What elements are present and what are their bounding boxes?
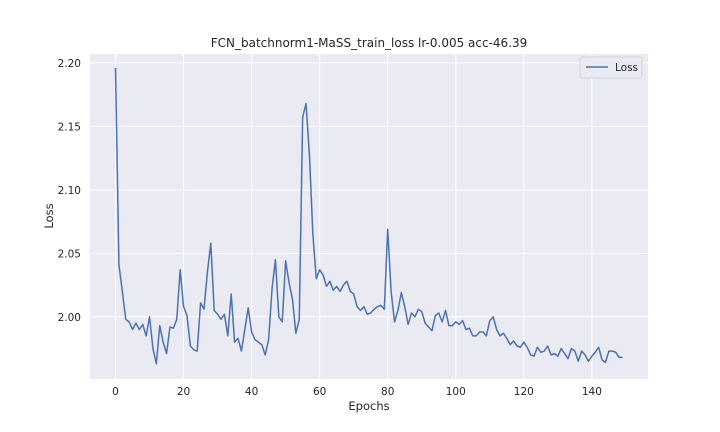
- x-tick-label: 20: [177, 386, 190, 398]
- y-axis-label: Loss: [42, 203, 56, 228]
- y-tick-label: 2.15: [58, 121, 81, 133]
- x-tick-label: 0: [112, 386, 119, 398]
- x-tick-label: 140: [582, 386, 602, 398]
- series-line-loss: [114, 67, 623, 365]
- y-tick-label: 2.20: [58, 58, 81, 70]
- x-tick-label: 120: [514, 386, 534, 398]
- legend: Loss: [579, 56, 643, 79]
- plot-area: [90, 54, 648, 379]
- x-tick-label: 60: [313, 386, 326, 398]
- grid-lines: [90, 54, 648, 379]
- legend-label-loss: Loss: [615, 62, 638, 74]
- x-tick-labels: 0 20 40 60 80 100 120 140: [112, 386, 602, 398]
- legend-box: [579, 56, 643, 79]
- y-tick-label: 2.05: [58, 248, 81, 260]
- x-axis-label: Epochs: [348, 399, 389, 413]
- x-tick-label: 40: [245, 386, 258, 398]
- x-tick-label: 100: [446, 386, 466, 398]
- series-layer: [114, 67, 623, 365]
- x-tick-label: 80: [381, 386, 394, 398]
- y-tick-label: 2.10: [58, 185, 81, 197]
- y-tick-label: 2.00: [58, 312, 81, 324]
- y-tick-labels: 2.00 2.05 2.10 2.15 2.20: [58, 58, 81, 324]
- chart-title: FCN_batchnorm1-MaSS_train_loss lr-0.005 …: [211, 36, 528, 50]
